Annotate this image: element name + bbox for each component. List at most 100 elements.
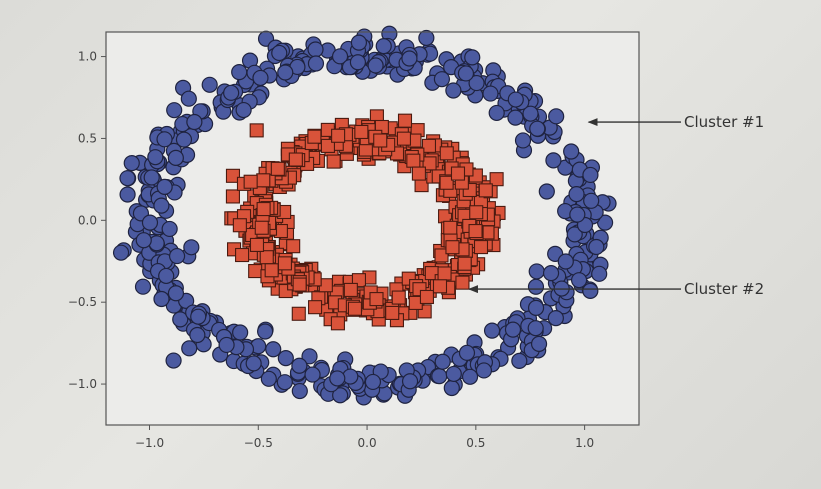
data-point: [271, 44, 288, 62]
data-point: [488, 104, 505, 122]
y-tick-label: 1.0: [78, 50, 97, 64]
data-point: [257, 323, 274, 340]
data-point: [411, 166, 426, 181]
data-point: [527, 278, 545, 295]
data-point: [457, 65, 475, 82]
data-point: [522, 105, 539, 122]
data-point: [391, 290, 406, 305]
data-point: [566, 226, 583, 243]
data-point: [186, 113, 203, 131]
data-point: [406, 153, 421, 168]
data-point: [527, 320, 544, 337]
data-point: [396, 131, 411, 146]
plot-frame: [105, 31, 640, 426]
data-point: [326, 154, 341, 169]
data-point: [350, 34, 368, 51]
data-point: [434, 248, 449, 263]
data-point: [582, 166, 599, 184]
data-point: [548, 108, 565, 125]
data-point: [331, 128, 346, 143]
data-point: [277, 64, 294, 81]
data-point: [308, 300, 323, 315]
data-point: [291, 357, 308, 374]
data-point: [167, 149, 184, 166]
data-point: [421, 138, 437, 153]
data-point: [141, 214, 159, 231]
data-point: [431, 368, 448, 385]
data-point: [156, 131, 173, 148]
data-point: [507, 91, 524, 108]
x-axis: −1.0 −0.5 0.0 0.5 1.0: [135, 425, 594, 450]
data-point: [231, 64, 248, 81]
data-point: [135, 232, 152, 249]
data-point: [473, 240, 489, 255]
data-point: [235, 101, 252, 119]
data-point: [568, 186, 585, 203]
data-point: [172, 311, 189, 328]
annotation-label: Cluster #2: [684, 280, 764, 298]
data-point: [432, 279, 448, 294]
data-point: [270, 161, 285, 176]
data-point: [422, 156, 437, 171]
data-point: [367, 57, 384, 74]
x-tick-label: 1.0: [575, 436, 594, 450]
data-point: [189, 326, 206, 344]
data-point: [385, 305, 400, 320]
data-point: [464, 49, 481, 66]
data-point: [168, 247, 186, 265]
y-tick-label: −0.5: [68, 295, 97, 309]
points-layer: [112, 25, 617, 406]
data-point: [469, 205, 484, 220]
data-point: [437, 266, 452, 281]
data-point: [419, 289, 434, 305]
data-point: [514, 132, 532, 149]
data-point: [445, 365, 462, 383]
data-point: [330, 316, 345, 331]
data-point: [218, 336, 235, 354]
data-point: [489, 172, 504, 187]
data-point: [248, 264, 263, 279]
data-point: [307, 41, 324, 58]
data-point: [458, 344, 476, 361]
data-point: [181, 340, 198, 357]
data-point: [232, 324, 249, 341]
data-point: [542, 264, 560, 282]
data-point: [307, 129, 322, 144]
data-point: [286, 239, 301, 254]
data-point: [292, 277, 307, 292]
data-point: [545, 152, 562, 169]
data-point: [547, 310, 564, 327]
x-tick-label: −0.5: [244, 436, 273, 450]
data-point: [457, 256, 472, 271]
data-point: [119, 170, 136, 187]
data-point: [570, 272, 588, 289]
data-point: [364, 373, 382, 391]
data-point: [529, 120, 546, 137]
data-point: [434, 353, 451, 370]
data-point: [375, 38, 392, 55]
data-point: [223, 84, 240, 101]
data-point: [347, 301, 362, 316]
data-point: [582, 282, 599, 299]
data-point: [591, 265, 608, 282]
data-point: [153, 290, 170, 308]
data-point: [165, 352, 182, 369]
data-point: [232, 218, 247, 233]
data-point: [256, 202, 271, 217]
y-tick-label: −1.0: [68, 377, 97, 391]
data-point: [332, 387, 349, 404]
data-point: [265, 341, 282, 358]
data-point: [354, 124, 369, 140]
data-point: [401, 50, 418, 67]
data-point: [249, 123, 264, 138]
data-point: [166, 102, 183, 119]
data-point: [147, 149, 164, 166]
data-point: [180, 90, 197, 107]
data-point: [563, 143, 580, 160]
data-point: [528, 263, 545, 280]
data-point: [260, 370, 277, 387]
data-point: [254, 220, 269, 235]
data-point: [373, 133, 388, 148]
data-point: [445, 82, 462, 99]
data-point: [225, 168, 241, 183]
